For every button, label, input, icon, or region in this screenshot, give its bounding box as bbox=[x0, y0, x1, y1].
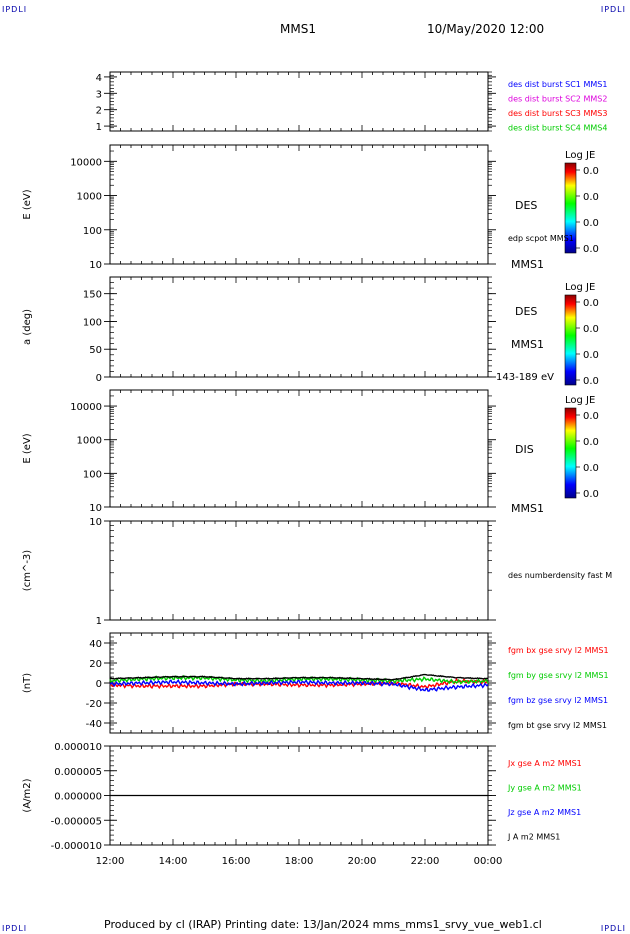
corner-tag-bottom-right: IPDLI bbox=[600, 924, 626, 933]
y-tick-label: 10000 bbox=[70, 157, 102, 168]
y-tick-label: 0.000005 bbox=[54, 767, 102, 778]
colorbar-title: Log JE bbox=[565, 150, 595, 161]
colorbar-tick-label: 0.0 bbox=[583, 192, 599, 203]
side-label: DES bbox=[515, 305, 537, 318]
legend-entry: des dist burst SC1 MMS1 bbox=[508, 80, 607, 89]
y-tick-label: 4 bbox=[96, 73, 102, 84]
legend-entry: Jz gse A m2 MMS1 bbox=[507, 808, 581, 817]
legend-entry: des dist burst SC4 MMS4 bbox=[508, 124, 607, 133]
corner-tag-bottom-left: IPDLI bbox=[2, 924, 28, 933]
corner-tag-right: IPDLI bbox=[600, 5, 626, 14]
colorbar-tick-label: 0.0 bbox=[583, 376, 599, 387]
legend-entry: fgm by gse srvy l2 MMS1 bbox=[508, 671, 609, 680]
y-tick-label: 1 bbox=[96, 616, 102, 627]
y-tick-label: 1000 bbox=[77, 192, 102, 203]
y-tick-label: 0.000010 bbox=[54, 742, 102, 753]
y-tick-label: 100 bbox=[83, 469, 102, 480]
series-line bbox=[109, 673, 489, 681]
colorbar-tick-label: 0.0 bbox=[583, 244, 599, 255]
colorbar-title: Log JE bbox=[565, 282, 595, 293]
y-tick-label: 0 bbox=[96, 373, 102, 384]
y-tick-label: 40 bbox=[89, 639, 102, 650]
x-tick-label: 00:00 bbox=[474, 856, 503, 867]
x-tick-label: 18:00 bbox=[285, 856, 314, 867]
colorbar-tick-label: 0.0 bbox=[583, 350, 599, 361]
y-tick-label: -40 bbox=[86, 719, 102, 730]
colorbar-tick-label: 0.0 bbox=[583, 166, 599, 177]
colorbar-tick-label: 0.0 bbox=[583, 324, 599, 335]
date-title: 10/May/2020 12:00 bbox=[427, 22, 545, 36]
legend-entry: des dist burst SC2 MMS2 bbox=[508, 95, 607, 104]
panel-frame bbox=[109, 144, 489, 265]
panel-frame bbox=[109, 276, 489, 378]
y-axis-label: (nT) bbox=[22, 673, 33, 693]
y-axis-label: (cm^-3) bbox=[22, 550, 33, 591]
panel-frame bbox=[109, 71, 489, 132]
y-tick-label: 0.000000 bbox=[54, 792, 102, 803]
y-tick-label: 1000 bbox=[77, 436, 102, 447]
side-label: 143-189 eV bbox=[496, 372, 554, 383]
panel-frame bbox=[109, 389, 489, 508]
x-tick-label: 22:00 bbox=[411, 856, 440, 867]
colorbar-tick-label: 0.0 bbox=[583, 489, 599, 500]
x-tick-label: 20:00 bbox=[348, 856, 377, 867]
corner-tag-left: IPDLI bbox=[2, 5, 28, 14]
y-tick-label: 0 bbox=[96, 679, 102, 690]
series-line bbox=[109, 679, 489, 692]
y-axis-label: (A/m2) bbox=[22, 778, 33, 812]
colorbar bbox=[564, 162, 577, 254]
side-label: DES bbox=[515, 199, 537, 212]
colorbar-title: Log JE bbox=[565, 395, 595, 406]
colorbar bbox=[564, 407, 577, 499]
colorbar-tick-label: 0.0 bbox=[583, 437, 599, 448]
y-tick-label: 20 bbox=[89, 659, 102, 670]
y-tick-label: 10000 bbox=[70, 402, 102, 413]
panel-frame bbox=[109, 632, 489, 734]
side-label: MMS1 bbox=[511, 338, 544, 351]
colorbar-tick-label: 0.0 bbox=[583, 218, 599, 229]
series-line bbox=[109, 677, 489, 690]
side-label: edp scpot MMS1 bbox=[508, 234, 574, 243]
y-tick-label: -0.000010 bbox=[51, 841, 102, 852]
y-tick-label: 10 bbox=[89, 517, 102, 528]
legend-entry: J A m2 MMS1 bbox=[507, 833, 560, 842]
legend-entry: des numberdensity fast M bbox=[508, 571, 612, 580]
y-tick-label: 10 bbox=[89, 503, 102, 514]
colorbar-tick-label: 0.0 bbox=[583, 298, 599, 309]
series-line bbox=[109, 674, 489, 685]
panel-frame bbox=[109, 520, 489, 621]
legend-entry: fgm bx gse srvy l2 MMS1 bbox=[508, 646, 609, 655]
y-tick-label: 1 bbox=[96, 122, 102, 133]
y-tick-label: 100 bbox=[83, 226, 102, 237]
x-tick-label: 16:00 bbox=[222, 856, 251, 867]
y-tick-label: -20 bbox=[86, 699, 102, 710]
legend-entry: fgm bz gse srvy l2 MMS1 bbox=[508, 696, 608, 705]
y-tick-label: 10 bbox=[89, 260, 102, 271]
side-label: MMS1 bbox=[511, 502, 544, 515]
colorbar bbox=[564, 294, 577, 386]
y-axis-label: a (deg) bbox=[22, 309, 33, 345]
legend-entry: des dist burst SC3 MMS3 bbox=[508, 109, 607, 118]
legend-entry: Jx gse A m2 MMS1 bbox=[507, 759, 582, 768]
y-tick-label: 150 bbox=[83, 290, 102, 301]
y-tick-label: 50 bbox=[89, 345, 102, 356]
y-axis-label: E (eV) bbox=[22, 433, 33, 463]
y-axis-label: E (eV) bbox=[22, 189, 33, 219]
x-tick-label: 12:00 bbox=[96, 856, 125, 867]
y-tick-label: -0.000005 bbox=[51, 816, 102, 827]
y-tick-label: 3 bbox=[96, 89, 102, 100]
colorbar-tick-label: 0.0 bbox=[583, 463, 599, 474]
side-label: MMS1 bbox=[511, 258, 544, 271]
side-label: DIS bbox=[515, 443, 534, 456]
footer-credit: Produced by cl (IRAP) Printing date: 13/… bbox=[104, 918, 542, 931]
x-tick-label: 14:00 bbox=[159, 856, 188, 867]
legend-entry: Jy gse A m2 MMS1 bbox=[507, 784, 582, 793]
spacecraft-title: MMS1 bbox=[280, 22, 316, 36]
y-tick-label: 100 bbox=[83, 317, 102, 328]
legend-entry: fgm bt gse srvy l2 MMS1 bbox=[508, 721, 607, 730]
y-tick-label: 2 bbox=[96, 106, 102, 117]
colorbar-tick-label: 0.0 bbox=[583, 411, 599, 422]
